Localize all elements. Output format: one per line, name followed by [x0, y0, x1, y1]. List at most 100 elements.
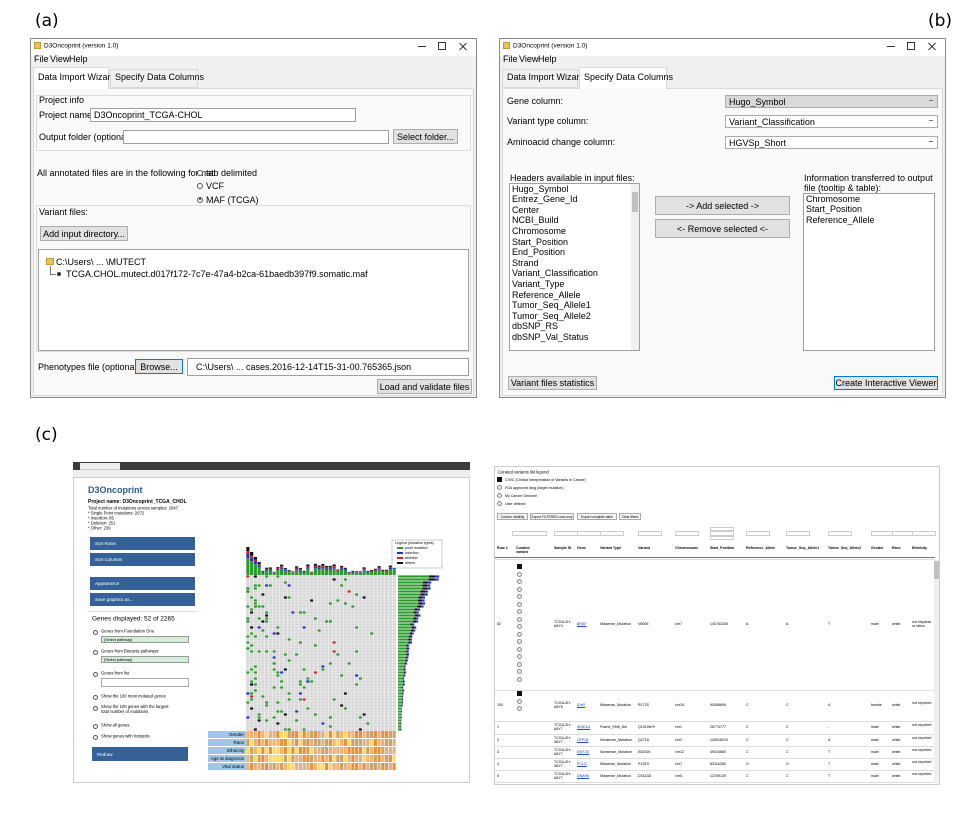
headers[interactable]: Tumor_Seq_Allele2: [512, 310, 591, 321]
combo-box[interactable]: Hugo_Symbol: [725, 95, 938, 108]
radio[interactable]: [93, 649, 98, 655]
radio[interactable]: [197, 170, 203, 176]
button[interactable]: Export complete table: [577, 513, 617, 520]
button[interactable]: Appearance: [90, 577, 195, 590]
rows[interactable]: KMT2D: [577, 749, 590, 754]
rows[interactable]: LRP1B: [577, 737, 589, 742]
tab[interactable]: [579, 67, 667, 89]
tab[interactable]: [502, 69, 578, 88]
maximize[interactable]: [438, 42, 446, 50]
tabs[interactable]: Data Import Wizard: [507, 71, 585, 82]
headers[interactable]: Reference_Allele: [512, 289, 581, 300]
formats[interactable]: tab delimited: [206, 167, 258, 178]
menu[interactable]: Help: [69, 53, 88, 64]
menu[interactable]: File: [503, 53, 518, 64]
menu[interactable]: File: [34, 53, 49, 64]
radio[interactable]: [197, 197, 203, 203]
headers[interactable]: Variant_Classification: [512, 268, 598, 279]
rows[interactable]: IDH2: [577, 702, 586, 707]
tab[interactable]: [33, 67, 109, 89]
filter-input[interactable]: [638, 531, 662, 536]
radio[interactable]: [93, 705, 98, 711]
minimize[interactable]: [887, 46, 895, 47]
range-input[interactable]: [710, 536, 734, 540]
range-input[interactable]: [710, 527, 734, 531]
radio[interactable]: [197, 183, 203, 189]
output-fields[interactable]: Start_Position: [806, 203, 863, 214]
button[interactable]: Sort Columns: [90, 553, 195, 566]
filter-input[interactable]: [828, 531, 852, 536]
button[interactable]: Column visibility: [497, 513, 528, 520]
button[interactable]: Save graphics as...: [90, 593, 195, 606]
combo-box[interactable]: HGVSp_Short: [725, 136, 938, 149]
filter-select[interactable]: [512, 531, 547, 536]
headers[interactable]: Hugo_Symbol: [512, 183, 569, 194]
select[interactable]: (Select pathway): [101, 656, 189, 663]
menu[interactable]: View: [519, 53, 539, 64]
headers[interactable]: Entrez_Gene_Id: [512, 193, 578, 204]
filter-input[interactable]: [600, 531, 624, 536]
button[interactable]: Browse...: [135, 359, 183, 374]
headers[interactable]: dbSNP_Val_Status: [512, 331, 589, 342]
formats[interactable]: VCF: [206, 180, 224, 191]
button[interactable]: Variant files statistics: [508, 376, 597, 390]
combo-box[interactable]: Variant_Classification: [725, 115, 938, 128]
headers[interactable]: NCBI_Build: [512, 215, 559, 226]
button[interactable]: Redraw: [92, 747, 188, 761]
gene-list-input[interactable]: [101, 678, 189, 687]
options[interactable]: Show genes with hotspots: [101, 733, 150, 739]
rows[interactable]: ARID1A: [577, 724, 590, 729]
rows[interactable]: BRAF: [577, 621, 587, 626]
headers[interactable]: Strand: [512, 257, 539, 268]
button[interactable]: Create Interactive Viewer: [834, 376, 938, 390]
options[interactable]: Genes from list: [101, 670, 130, 676]
radio[interactable]: [93, 723, 98, 729]
options[interactable]: Show all genes: [101, 722, 130, 728]
menu[interactable]: Help: [538, 53, 557, 64]
radio[interactable]: [93, 694, 98, 700]
tab[interactable]: [110, 69, 198, 88]
radio[interactable]: [93, 734, 98, 740]
filter-input[interactable]: [554, 531, 578, 536]
options[interactable]: Genes from Biocarta pathways:: [101, 648, 160, 654]
button[interactable]: Export FILTERED rows only: [530, 513, 574, 520]
menu[interactable]: View: [50, 53, 70, 64]
output-fields[interactable]: Chromosome: [806, 193, 861, 204]
button[interactable]: Clear filters: [619, 513, 641, 520]
button[interactable]: -> Add selected ->: [655, 196, 790, 215]
button[interactable]: Load and validate files: [377, 379, 472, 394]
options[interactable]: Show the 100 most mutated genes: [101, 693, 166, 699]
output-fields[interactable]: Reference_Allele: [806, 214, 875, 225]
radio[interactable]: [93, 629, 98, 635]
button[interactable]: Sort Rows: [90, 537, 195, 550]
button[interactable]: Add input directory...: [40, 226, 128, 241]
headers[interactable]: Tumor_Seq_Allele1: [512, 299, 591, 310]
filter-input[interactable]: [746, 531, 770, 536]
phenotypes-input[interactable]: C:\Users\ ... cases.2016-12-14T15-31-00.…: [187, 358, 469, 376]
filter-input[interactable]: [675, 531, 699, 536]
formats[interactable]: MAF (TCGA): [206, 194, 259, 205]
filter-input[interactable]: [912, 531, 936, 536]
filter-input[interactable]: [710, 531, 734, 536]
headers[interactable]: Center: [512, 204, 540, 215]
select[interactable]: (Select pathway): [101, 636, 189, 643]
headers[interactable]: dbSNP_RS: [512, 321, 559, 332]
rows[interactable]: PCLO: [577, 761, 587, 766]
headers[interactable]: Variant_Type: [512, 278, 565, 289]
button[interactable]: Select folder...: [393, 129, 458, 144]
rows[interactable]: DNAH5: [577, 773, 590, 778]
tabs[interactable]: Data Import Wizard: [38, 71, 116, 82]
filter-input[interactable]: [786, 531, 810, 536]
tabs[interactable]: Specify Data Columns: [115, 71, 205, 82]
headers[interactable]: Start_Position: [512, 236, 569, 247]
filter-input[interactable]: [577, 531, 601, 536]
radio[interactable]: [93, 671, 98, 677]
minimize[interactable]: [418, 46, 426, 47]
button[interactable]: <- Remove selected <-: [655, 219, 790, 238]
headers[interactable]: End_Position: [512, 246, 566, 257]
tabs[interactable]: Specify Data Columns: [584, 71, 674, 82]
headers[interactable]: Chromosome: [512, 225, 567, 236]
options[interactable]: Genes from Foundation One: [101, 628, 155, 634]
project-name-input[interactable]: D3Oncoprint_TCGA-CHOL: [90, 108, 356, 122]
output-folder-input[interactable]: [123, 130, 389, 144]
